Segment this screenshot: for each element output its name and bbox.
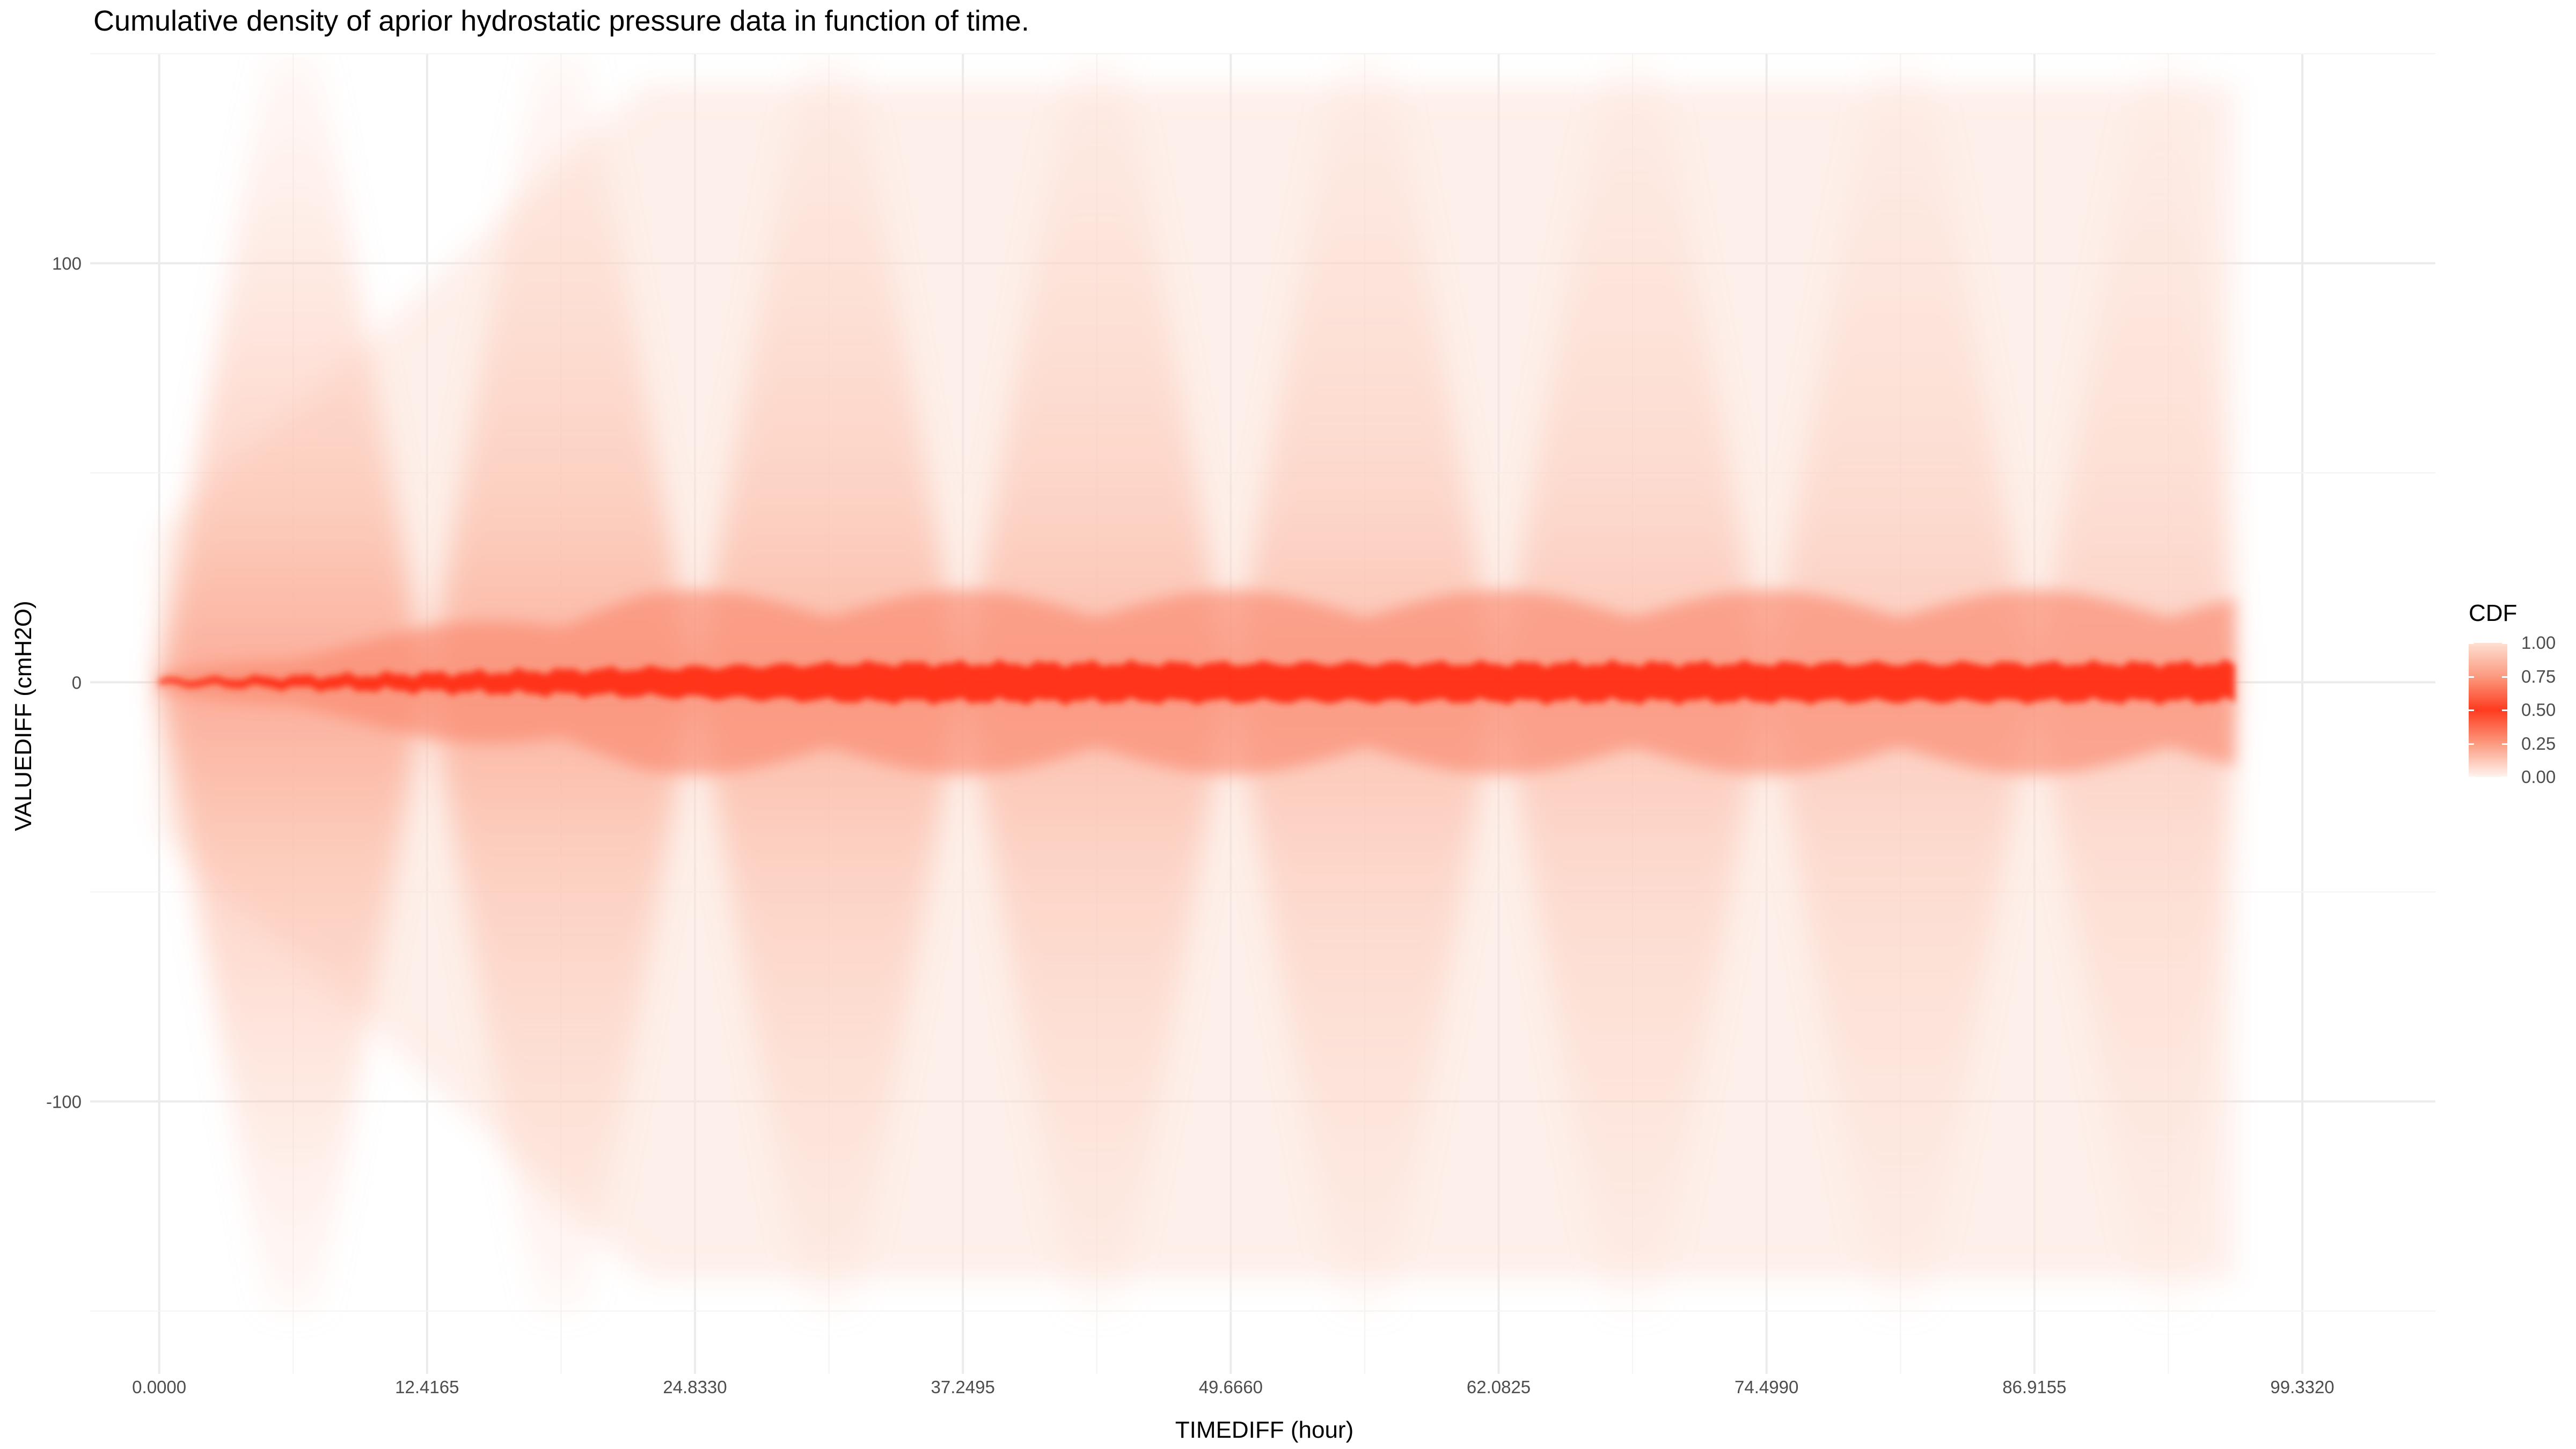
chart-title: Cumulative density of aprior hydrostatic… [93, 5, 1029, 37]
legend-tick-mark [2502, 642, 2507, 644]
legend-tick-label: 0.50 [2521, 700, 2556, 720]
density-median-band [159, 659, 2235, 706]
legend-title: CDF [2469, 600, 2518, 626]
legend-tick-label: 0.75 [2521, 666, 2556, 686]
x-tick-label: 49.6660 [1199, 1377, 1263, 1397]
legend: CDF 1.00 0.75 0.50 0.25 0.00 [2469, 600, 2576, 847]
legend-tick-mark [2469, 743, 2474, 745]
x-tick-label: 0.0000 [132, 1377, 186, 1397]
x-tick-label: 24.8330 [663, 1377, 727, 1397]
legend-colorbar [2469, 643, 2507, 777]
y-tick-labels: 100 0 -100 [46, 253, 82, 1111]
legend-tick-mark [2502, 676, 2507, 678]
y-tick-label: 0 [72, 672, 82, 692]
legend-tick-mark [2502, 777, 2507, 778]
x-tick-label: 74.4990 [1735, 1377, 1798, 1397]
x-tick-label: 62.0825 [1467, 1377, 1531, 1397]
legend-tick-label: 0.00 [2521, 767, 2556, 787]
y-tick-label: -100 [46, 1092, 82, 1111]
legend-tick-mark [2502, 743, 2507, 745]
legend-tick-label: 0.25 [2521, 733, 2556, 753]
legend-tick-mark [2469, 676, 2474, 678]
legend-tick-mark [2469, 709, 2474, 711]
x-tick-label: 86.9155 [2002, 1377, 2066, 1397]
x-tick-label: 37.2495 [931, 1377, 995, 1397]
y-tick-label: 100 [52, 253, 82, 273]
legend-tick-mark [2469, 642, 2474, 644]
legend-tick-label: 1.00 [2521, 633, 2556, 653]
density-layer [159, 54, 2235, 1311]
y-axis-title: VALUEDIFF (cmH2O) [10, 601, 36, 831]
x-axis-title: TIMEDIFF (hour) [1175, 1417, 1353, 1443]
x-tick-label: 99.3320 [2270, 1377, 2334, 1397]
x-tick-labels: 0.0000 12.4165 24.8330 37.2495 49.6660 62.082… [132, 1377, 2334, 1397]
legend-tick-mark [2502, 709, 2507, 711]
x-tick-label: 12.4165 [395, 1377, 459, 1397]
legend-tick-mark [2469, 777, 2474, 778]
